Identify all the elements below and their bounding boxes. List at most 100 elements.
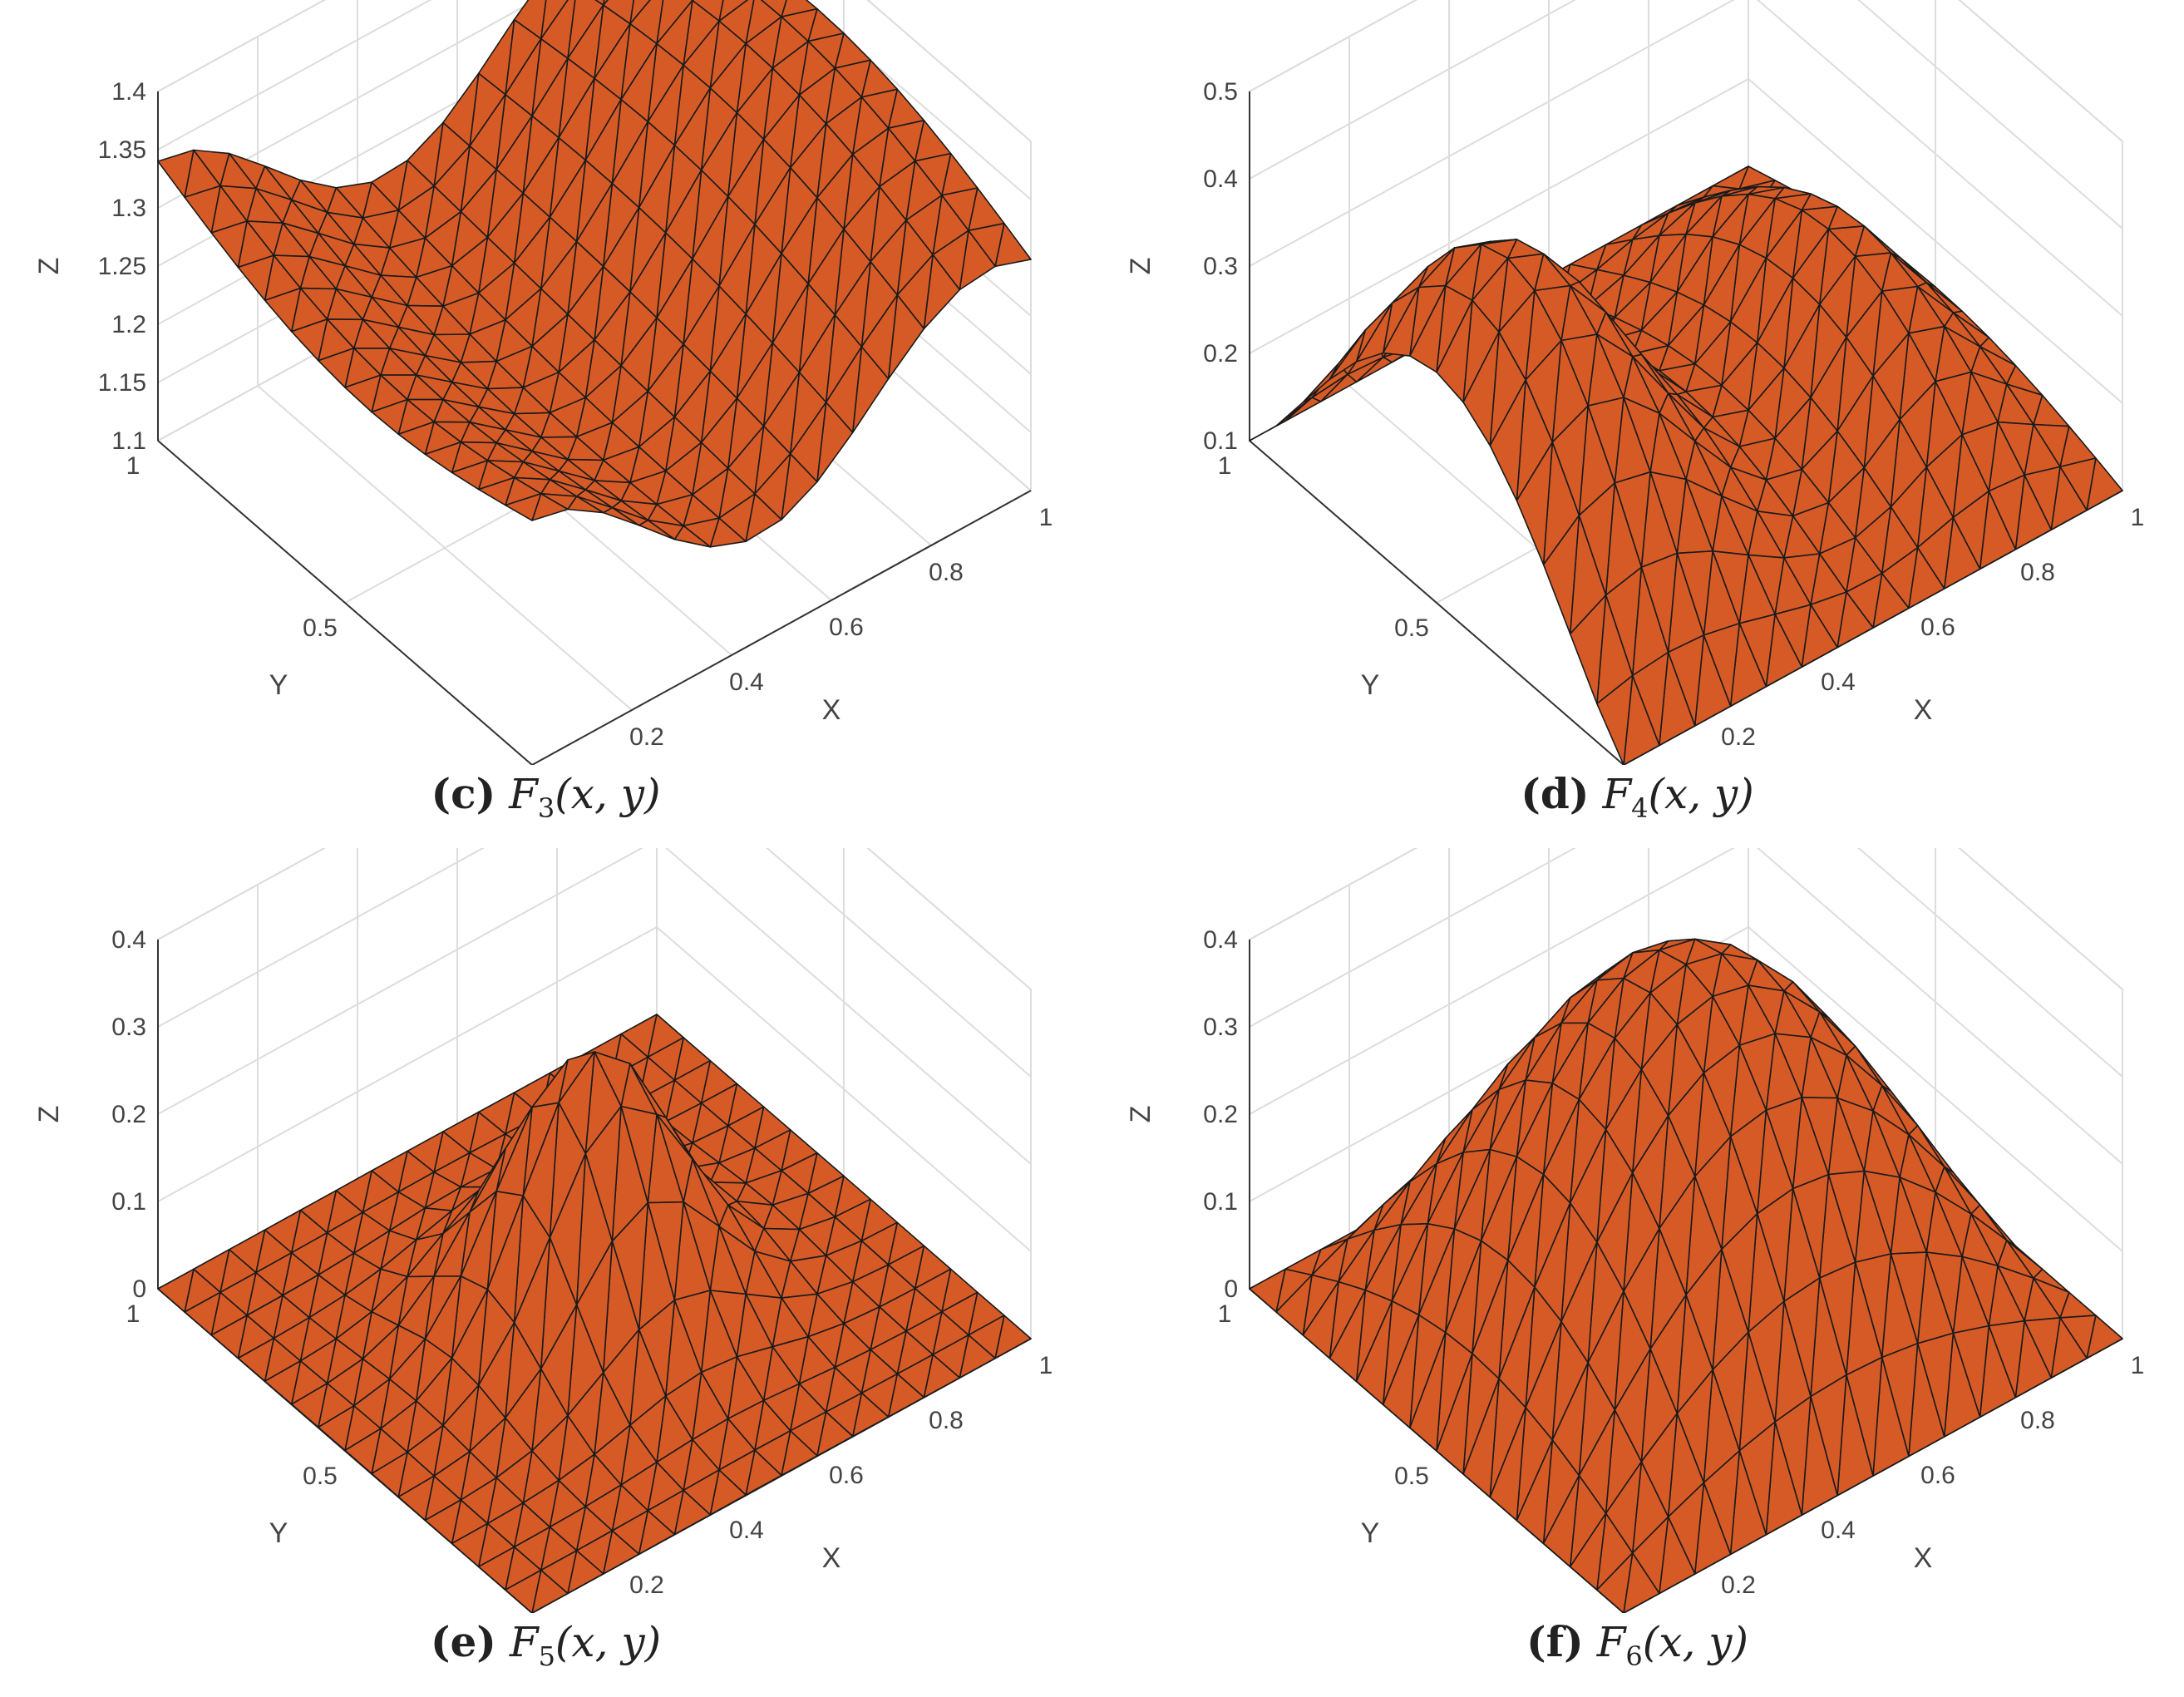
z-tick-label: 1.35 <box>98 136 146 164</box>
y-tick-label: 1 <box>1218 1300 1232 1328</box>
x-tick-label: 0.6 <box>829 614 864 641</box>
surface-facet <box>1409 284 1447 373</box>
z-tick-label: 1.2 <box>111 311 146 338</box>
surface-facet <box>1329 329 1367 381</box>
surface-facet <box>344 1428 382 1475</box>
z-tick-label: 0.2 <box>1203 1101 1238 1128</box>
z-gridline <box>1249 848 2123 1165</box>
y-axis-label: Y <box>269 669 288 701</box>
surface-facet <box>157 149 195 199</box>
z-axis-label: Z <box>1125 258 1156 275</box>
surface-facet <box>1542 1474 1580 1568</box>
y-tick-label: 1 <box>126 1300 141 1328</box>
surface-facet <box>290 1382 328 1428</box>
z-tick-label: 0 <box>1224 1275 1238 1303</box>
surface-facet <box>1302 1280 1339 1359</box>
x-tick-label: 0.6 <box>829 1462 864 1489</box>
surface-facet <box>1596 674 1634 765</box>
y-axis-label: Y <box>1361 1517 1380 1549</box>
surface-facet <box>1249 1268 1286 1313</box>
surface-facet <box>1382 1314 1420 1428</box>
y-tick-label: 1 <box>1218 452 1232 480</box>
tick-labels: 00.20.40.60.8100.510.10.20.30.40.5 <box>1203 78 2145 751</box>
surface-facet <box>371 1451 408 1498</box>
surface-facet <box>397 421 435 456</box>
surface-facet <box>184 1291 221 1336</box>
z-tick-label: 0.1 <box>1203 427 1238 455</box>
panel-c: 00.20.40.60.8100.511.11.151.21.251.31.35… <box>0 0 1092 848</box>
z-tick-label: 0.3 <box>1203 253 1238 280</box>
surface-facet <box>184 185 221 234</box>
surface-facet <box>1516 1439 1554 1545</box>
caption-func: F <box>509 1618 539 1666</box>
z-tick-label: 1.15 <box>98 369 146 397</box>
z-gridline <box>1249 0 2123 229</box>
surface-facet <box>397 1475 435 1522</box>
caption-f: (f) F6(x, y) <box>1092 1617 2183 1672</box>
surface-facet <box>290 318 328 362</box>
surface-mesh <box>157 1014 1032 1613</box>
z-tick-label: 0 <box>132 1275 146 1303</box>
surface-facet <box>1462 1378 1500 1498</box>
x-tick-label: 1 <box>2131 504 2145 531</box>
z-tick-label: 0.1 <box>111 1188 146 1216</box>
caption-func: F <box>1596 1618 1626 1666</box>
caption-sub: 3 <box>537 792 555 824</box>
surface-facet <box>505 1569 542 1613</box>
surface-facet <box>1542 515 1580 635</box>
surface-facet <box>1382 286 1420 357</box>
z-tick-label: 1.1 <box>111 427 146 455</box>
surface-facet <box>318 1404 355 1452</box>
x-tick-label: 0.2 <box>1721 1571 1756 1599</box>
y-tick-label: 0.5 <box>303 614 338 642</box>
x-tick-label: 0.6 <box>1920 614 1955 641</box>
surface-facet <box>318 347 355 388</box>
x-tick-label: 1 <box>1039 1352 1053 1379</box>
y-tick-label: 0.5 <box>1394 1463 1429 1490</box>
caption-func: F <box>509 770 538 818</box>
surface-facet <box>264 1359 302 1405</box>
z-tick-label: 1.25 <box>98 253 146 280</box>
surface-facet <box>1284 397 1322 422</box>
surface-facet <box>237 254 275 302</box>
surface-facet <box>1489 1407 1526 1522</box>
x-axis-label: X <box>1914 694 1933 726</box>
surface-mesh <box>1249 938 2123 1613</box>
surface-facet <box>1409 1331 1447 1452</box>
x-tick-label: 1 <box>2131 1352 2145 1379</box>
x-tick-label: 0.6 <box>1920 1462 1955 1489</box>
y-tick-label: 0.5 <box>1394 614 1429 642</box>
y-axis-label: Y <box>269 1517 288 1549</box>
surface-facet <box>371 398 408 436</box>
z-tick-label: 0.1 <box>1203 1188 1238 1216</box>
z-gridline <box>1249 848 2123 990</box>
surface-facet <box>1302 363 1339 403</box>
x-axis-line <box>531 490 1032 765</box>
surface-facet <box>1569 594 1607 705</box>
y-axis-line <box>157 440 533 765</box>
surface-facet <box>1596 1551 1634 1613</box>
caption-sub: 5 <box>538 1640 555 1672</box>
x-tick-label: 0.2 <box>629 723 664 751</box>
surface-plot-c: 00.20.40.60.8100.511.11.151.21.251.31.35… <box>33 0 1053 765</box>
caption-sub: 6 <box>1625 1640 1643 1672</box>
caption-letter: (e) <box>430 1617 496 1666</box>
surface-facet <box>1436 299 1473 403</box>
caption-sub: 4 <box>1631 792 1649 824</box>
surface-facet <box>1275 397 1313 427</box>
y-axis-label: Y <box>1361 669 1380 701</box>
surface-facet <box>424 441 462 474</box>
x-tick-label: 1 <box>1039 504 1053 531</box>
x-axis-label: X <box>822 1542 841 1574</box>
y-axis-line <box>1249 440 1624 765</box>
x-tick-label: 0.8 <box>929 559 964 586</box>
z-tick-label: 0.3 <box>1203 1014 1238 1041</box>
x-tick-label: 0.4 <box>729 668 764 696</box>
y-tick-label: 0.5 <box>303 1463 338 1490</box>
x-tick-label: 0.4 <box>1821 1517 1856 1544</box>
z-axis-label: Z <box>33 258 65 275</box>
